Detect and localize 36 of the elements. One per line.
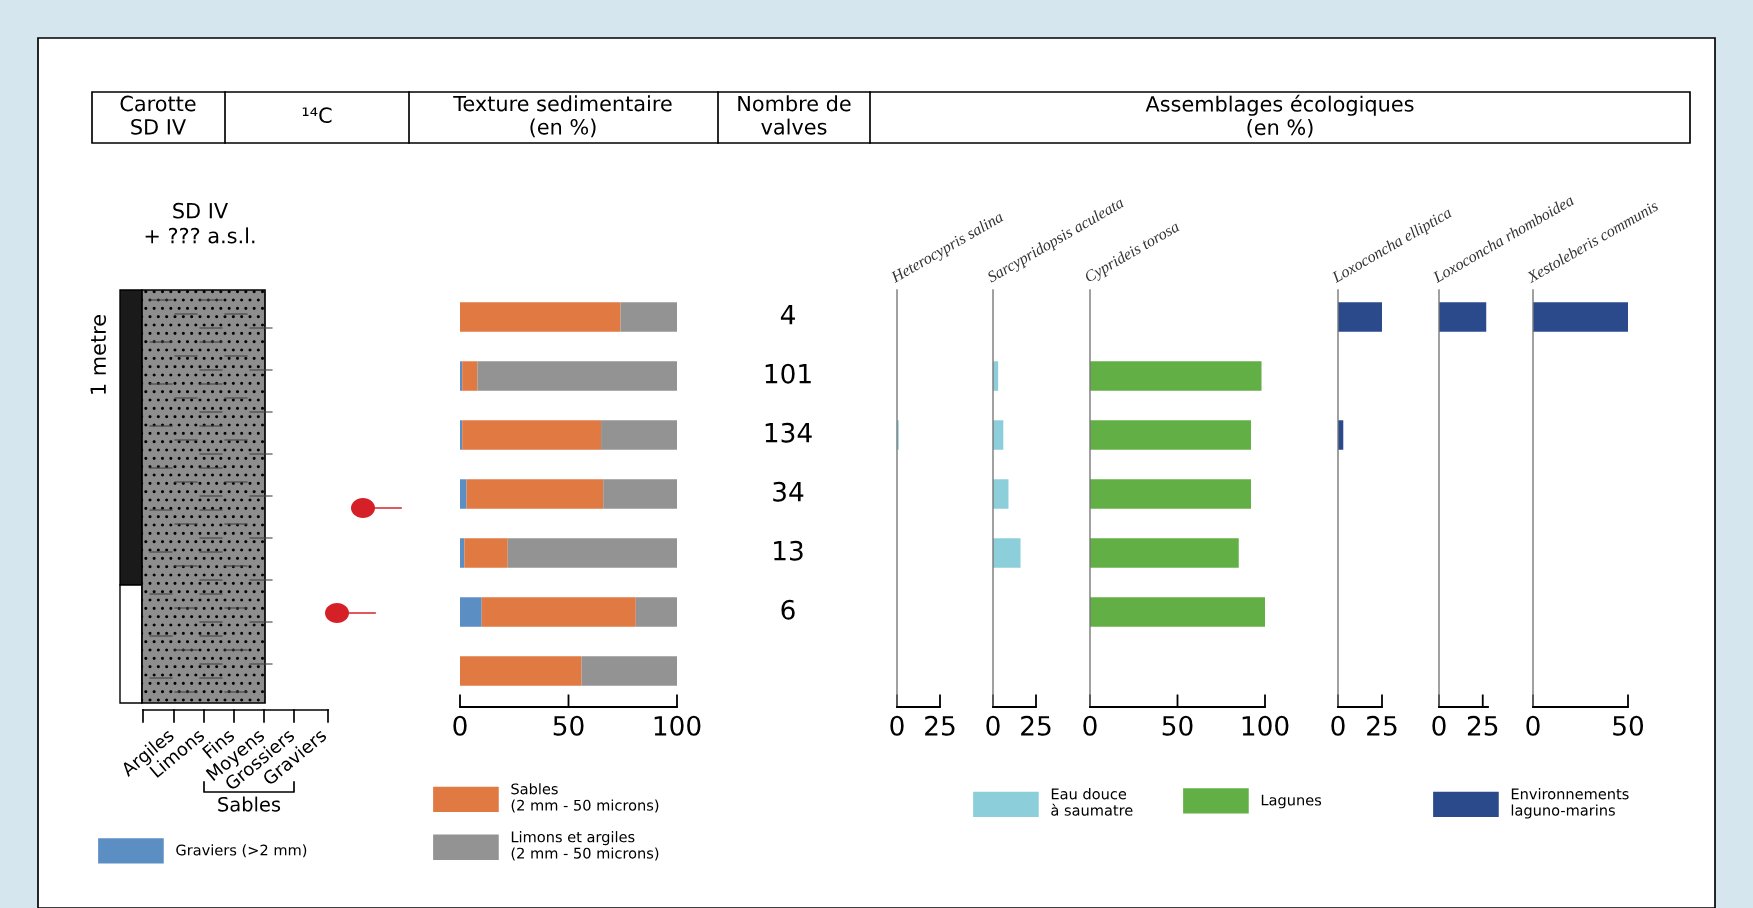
legend-label: Eau douce à saumatre — [1051, 788, 1133, 816]
text: Carotte SD IV — [120, 95, 196, 135]
text: Texture sedimentaire (en %) — [453, 95, 672, 138]
data-label: 34 — [773, 481, 804, 502]
x-tick-label: 50 — [1613, 715, 1644, 736]
x-tick-label: 0 — [1432, 715, 1446, 736]
legend-label: Limons et argiles (2 mm - 50 microns) — [511, 831, 659, 861]
x-tick-label: 25 — [925, 715, 955, 736]
x-tick-label: 100 — [1242, 715, 1289, 736]
data-label: 13 — [774, 540, 803, 561]
text: 1 metre — [90, 315, 107, 394]
x-tick-label: 0 — [1331, 715, 1345, 736]
text: Sables — [218, 796, 281, 812]
x-tick-label: 50 — [553, 715, 584, 736]
x-tick-label: 100 — [654, 715, 701, 736]
legend-label: Environnements laguno-marins — [1511, 788, 1629, 819]
text: SD IV + ??? a.s.l. — [145, 202, 255, 244]
legend-label: Graviers (>2 mm) — [176, 844, 307, 858]
x-tick-label: 25 — [1021, 715, 1051, 736]
legend-label: Sables (2 mm - 50 microns) — [511, 783, 659, 813]
data-label: 4 — [780, 305, 795, 325]
x-tick-label: 25 — [1367, 715, 1397, 736]
x-tick-label: 0 — [986, 715, 1000, 736]
text: Assemblages écologiques (en %) — [1145, 94, 1414, 138]
legend-label: Lagunes — [1261, 794, 1322, 809]
text: Nombre de valves — [738, 95, 851, 135]
x-tick-label: 0 — [453, 715, 467, 736]
data-label: 101 — [765, 363, 811, 384]
x-tick-label: 0 — [890, 715, 904, 736]
x-tick-label: 50 — [1162, 715, 1193, 736]
x-tick-label: 25 — [1467, 715, 1498, 736]
data-label: 134 — [765, 422, 812, 443]
x-tick-label: 0 — [1526, 715, 1540, 736]
x-tick-label: 0 — [1083, 715, 1097, 736]
text: ¹⁴C — [302, 107, 332, 124]
data-label: 6 — [781, 599, 795, 620]
